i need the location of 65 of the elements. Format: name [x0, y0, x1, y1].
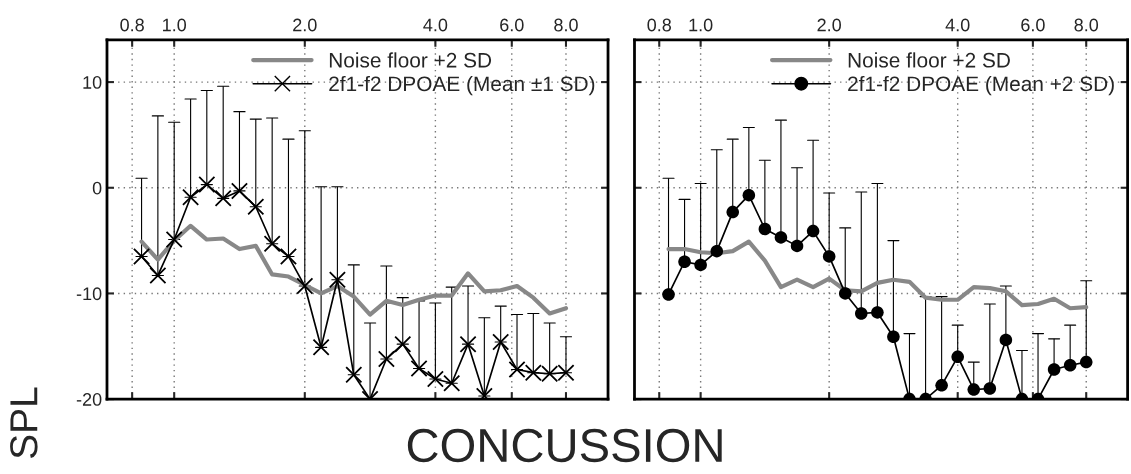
y-tick-label: -20 — [76, 393, 102, 406]
x-tick-label: 6.0 — [500, 18, 524, 32]
point — [198, 176, 216, 194]
x-tick-label: 4.0 — [423, 18, 448, 32]
point — [662, 288, 675, 301]
point — [426, 370, 444, 388]
y-tick-label: -10 — [76, 287, 102, 301]
point — [149, 266, 167, 285]
point — [182, 188, 200, 206]
y-axis-title: SPL — [10, 387, 38, 459]
legend-label: Noise floor +2 SD — [329, 52, 492, 68]
point — [410, 359, 428, 378]
point — [855, 307, 868, 320]
point — [951, 350, 964, 364]
point — [726, 205, 739, 219]
legend-label: 2f1-f2 DPOAE (Mean +2 SD) — [848, 75, 1114, 96]
point — [790, 239, 804, 253]
x-tick-label: 0.8 — [120, 18, 144, 32]
x-tick-label: 1.0 — [163, 18, 187, 32]
point — [1079, 355, 1093, 369]
x-tick-label: 2.0 — [293, 18, 317, 32]
point — [443, 374, 461, 392]
point — [1047, 363, 1061, 376]
point — [758, 222, 772, 236]
point — [887, 330, 900, 344]
point — [742, 188, 756, 202]
point — [459, 335, 477, 353]
legend-label: 2f1-f2 DPOAE (Mean ±1 SD) — [329, 75, 595, 96]
point — [999, 333, 1013, 347]
line-series — [139, 223, 569, 317]
x-tick-label: 8.0 — [1074, 18, 1099, 32]
x-tick-label: 8.0 — [554, 18, 578, 32]
x-axis-title: CONCUSSION — [407, 428, 722, 463]
point — [247, 198, 265, 216]
point — [694, 258, 707, 272]
point — [1063, 359, 1077, 372]
point — [967, 383, 981, 396]
x-tick-label: 1.0 — [689, 18, 713, 32]
point — [263, 235, 281, 253]
x-tick-label: 0.8 — [647, 18, 672, 32]
point — [678, 255, 691, 268]
y-tick-label: 10 — [83, 76, 102, 89]
legend-label: Noise floor +2 SD — [848, 52, 1010, 68]
point — [806, 224, 820, 238]
x-tick-label: 4.0 — [945, 18, 970, 32]
point — [710, 244, 724, 258]
x-tick-label: 6.0 — [1021, 18, 1045, 32]
point — [774, 231, 788, 244]
point — [822, 250, 836, 263]
point — [279, 247, 298, 265]
point — [133, 247, 151, 265]
point — [492, 333, 510, 351]
point — [871, 306, 884, 319]
point — [394, 335, 412, 353]
point — [312, 338, 330, 356]
point — [296, 277, 314, 295]
point — [345, 366, 363, 384]
x-tick-label: 2.0 — [817, 18, 842, 32]
y-tick-label: 0 — [92, 181, 102, 195]
point — [328, 271, 346, 289]
point — [165, 230, 183, 249]
point — [983, 382, 997, 395]
point — [377, 350, 395, 368]
point — [838, 287, 852, 300]
point — [935, 379, 948, 392]
